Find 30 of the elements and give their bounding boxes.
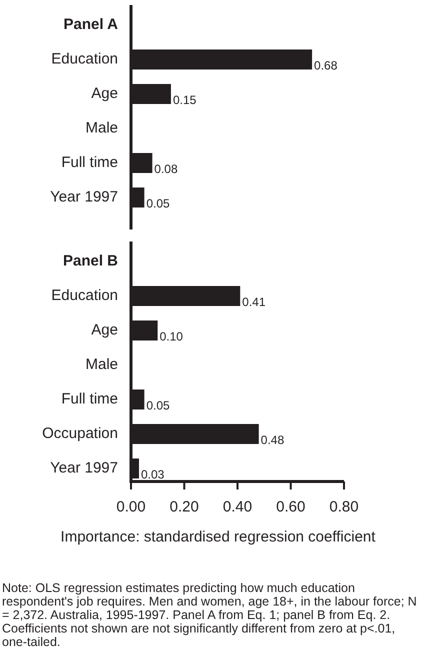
data-label: 0.48	[260, 433, 284, 447]
x-tick-label: 0.40	[222, 498, 252, 516]
y-tick-label: Year 1997	[50, 188, 118, 206]
data-label: 0.03	[140, 468, 165, 482]
x-tick-label: 0.60	[276, 498, 306, 516]
data-label: 0.05	[146, 196, 170, 210]
chart-title: Panel B	[62, 252, 118, 270]
y-tick-label: Full time	[61, 390, 118, 408]
data-label: 0.15	[172, 93, 197, 107]
text: Coefficients not shown are not significantly different from zero at p<.01, one-tailed.	[2, 622, 396, 649]
y-tick-label: Education	[51, 50, 118, 68]
data-label: 0.05	[146, 398, 170, 412]
text: Note: OLS regression estimates predicting how much education respondent's job requires. Men and women, age 18+, in the labour force; N = 2,372. Australia, 1995-1997. Panel A from Eq. 1; panel B from Eq. 2.	[2, 581, 417, 622]
y-tick-label: Occupation	[42, 424, 118, 442]
y-tick-label: Year 1997	[50, 459, 118, 476]
data-label: 0.10	[160, 330, 184, 344]
data-label: 0.08	[154, 162, 178, 176]
y-tick-label: Age	[91, 84, 118, 102]
x-tick-label: 0.80	[329, 498, 359, 516]
x-tick-label: 0.00	[116, 498, 146, 516]
x-tick-label: 0.20	[170, 498, 199, 516]
x-axis-title: Importance: standardised regression coefficient	[60, 528, 376, 546]
data-label: 0.41	[242, 295, 266, 309]
data-label: 0.68	[314, 58, 338, 72]
y-tick-label: Age	[91, 321, 118, 338]
y-tick-label: Male	[85, 119, 118, 136]
y-tick-label: Male	[85, 356, 118, 373]
y-tick-label: Education	[51, 286, 118, 304]
y-tick-label: Full time	[61, 154, 118, 171]
chart-title: Panel A	[64, 16, 118, 33]
